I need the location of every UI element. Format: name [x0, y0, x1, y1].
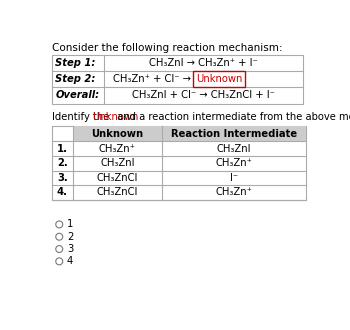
Text: CH₃ZnCl: CH₃ZnCl [97, 187, 138, 197]
Text: 4.: 4. [57, 187, 68, 197]
Text: CH₃ZnI: CH₃ZnI [100, 158, 135, 168]
Circle shape [56, 258, 63, 265]
Text: 1.: 1. [57, 144, 68, 153]
Circle shape [56, 221, 63, 228]
Bar [51, 126, 306, 200]
Text: Unknown: Unknown [91, 129, 144, 139]
Text: 4: 4 [67, 256, 73, 266]
Text: CH₃Zn⁺: CH₃Zn⁺ [215, 158, 252, 168]
Text: 2.: 2. [57, 158, 68, 168]
Text: CH₃Zn⁺: CH₃Zn⁺ [215, 187, 252, 197]
Text: I⁻: I⁻ [230, 173, 238, 183]
Circle shape [56, 233, 63, 240]
Text: Unknown: Unknown [92, 112, 138, 121]
Text: CH₃ZnCl: CH₃ZnCl [97, 173, 138, 183]
Text: and a reaction intermediate from the above mechanism.: and a reaction intermediate from the abo… [113, 112, 350, 121]
Text: Step 2:: Step 2: [55, 74, 96, 84]
Text: CH₃ZnI → CH₃Zn⁺ + I⁻: CH₃ZnI → CH₃Zn⁺ + I⁻ [149, 58, 258, 68]
Text: Unknown: Unknown [196, 74, 243, 84]
Text: 3: 3 [67, 244, 73, 254]
Text: CH₃Zn⁺ + Cl⁻ →: CH₃Zn⁺ + Cl⁻ → [113, 74, 195, 84]
Text: Reaction Intermediate: Reaction Intermediate [170, 129, 297, 139]
Text: CH₃ZnI: CH₃ZnI [216, 144, 251, 153]
Bar [73, 126, 306, 141]
Text: Identify the: Identify the [51, 112, 112, 121]
Text: 3.: 3. [57, 173, 68, 183]
Circle shape [56, 246, 63, 252]
Bar [51, 55, 303, 104]
Text: CH₃ZnI + Cl⁻ → CH₃ZnCl + I⁻: CH₃ZnI + Cl⁻ → CH₃ZnCl + I⁻ [132, 90, 275, 100]
Text: 2: 2 [67, 232, 73, 242]
Text: 1: 1 [67, 219, 73, 229]
Text: CH₃Zn⁺: CH₃Zn⁺ [99, 144, 136, 153]
Text: Overall:: Overall: [55, 90, 99, 100]
Text: Consider the following reaction mechanism:: Consider the following reaction mechanis… [51, 44, 282, 53]
Text: Step 1:: Step 1: [55, 58, 96, 68]
